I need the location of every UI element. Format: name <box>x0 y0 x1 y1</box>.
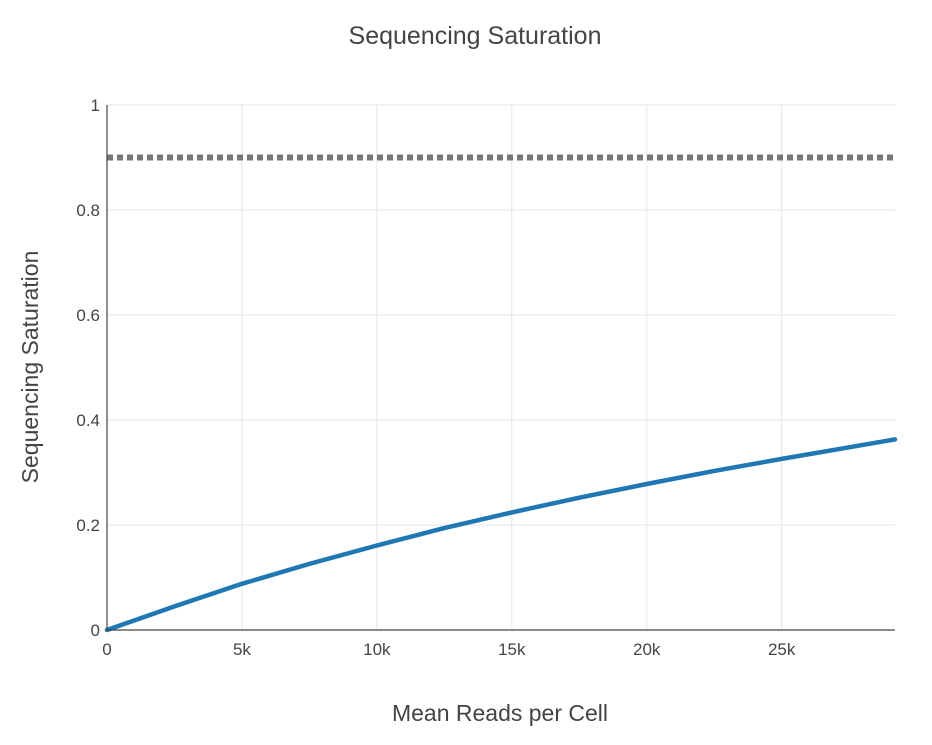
y-tick-label-0: 0 <box>91 621 100 640</box>
series-layer <box>104 437 898 633</box>
tick-label-layer: 0 5k 10k 15k 20k 25k 0 0.2 0.4 0.6 0.8 1 <box>76 96 795 659</box>
x-axis-title: Mean Reads per Cell <box>392 700 608 726</box>
y-tick-label-1: 0.2 <box>76 516 100 535</box>
x-tick-label-3: 15k <box>498 640 526 659</box>
y-tick-label-3: 0.6 <box>76 306 100 325</box>
x-tick-label-4: 20k <box>633 640 661 659</box>
axis-layer <box>106 105 895 631</box>
x-tick-label-5: 25k <box>768 640 796 659</box>
y-tick-label-4: 0.8 <box>76 201 100 220</box>
y-tick-label-5: 1 <box>91 96 100 115</box>
x-tick-label-0: 0 <box>102 640 111 659</box>
x-tick-label-2: 10k <box>363 640 391 659</box>
chart-title: Sequencing Saturation <box>349 22 602 50</box>
grid-layer <box>107 104 895 630</box>
series-line-0 <box>104 437 898 633</box>
y-tick-label-2: 0.4 <box>76 411 100 430</box>
x-tick-label-1: 5k <box>233 640 251 659</box>
y-axis-title: Sequencing Saturation <box>17 251 43 484</box>
